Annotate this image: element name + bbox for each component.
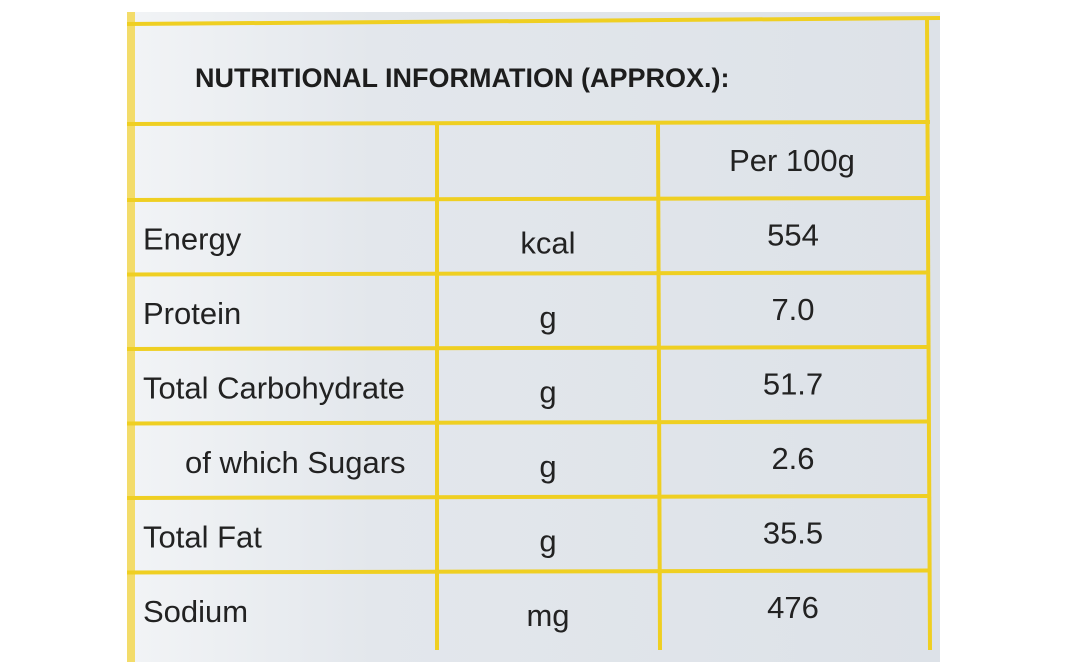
amount: 51.7	[763, 366, 823, 401]
unit: mg	[526, 598, 569, 633]
label-edge	[127, 12, 135, 662]
row-line	[126, 568, 931, 575]
nutrient-name: of which Sugars	[185, 445, 406, 480]
label-background	[127, 12, 940, 662]
table-border-top	[126, 120, 931, 126]
row-line	[126, 270, 931, 277]
table-border-right	[925, 17, 932, 651]
nutrient-name: Total Fat	[143, 519, 262, 554]
title-border-top	[126, 16, 941, 26]
row-line	[126, 345, 931, 351]
column-header: Per 100g	[729, 143, 855, 178]
unit: g	[539, 300, 556, 335]
title: NUTRITIONAL INFORMATION (APPROX.):	[195, 63, 729, 93]
amount: 35.5	[763, 515, 823, 550]
unit: g	[539, 523, 556, 558]
amount: 476	[767, 590, 819, 625]
table-rows: Energy kcal 554 Protein g 7.0 Total Carbohydra…	[126, 123, 931, 651]
row-line	[126, 494, 931, 500]
nutrient-name: Total Carbohydrate	[143, 370, 405, 405]
amount: 2.6	[771, 441, 814, 476]
row-line	[126, 419, 931, 426]
amount: 7.0	[771, 292, 814, 327]
nutrient-name: Energy	[143, 221, 242, 256]
unit: g	[539, 374, 556, 409]
row-line	[126, 196, 931, 202]
nutrient-name: Sodium	[143, 594, 248, 629]
amount: 554	[767, 217, 819, 252]
column-line	[656, 123, 662, 651]
nutrient-name: Protein	[143, 296, 241, 331]
unit: g	[539, 449, 556, 484]
unit: kcal	[520, 225, 575, 260]
